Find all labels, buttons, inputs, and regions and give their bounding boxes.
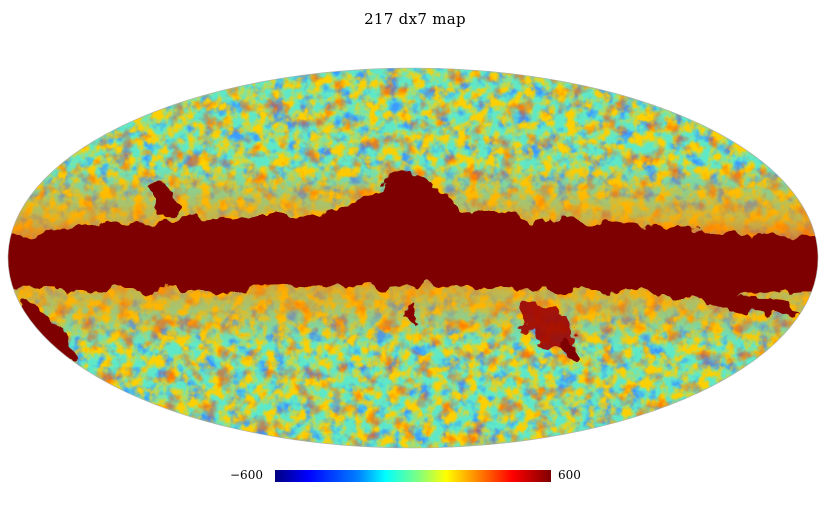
colorbar-min-label: −600 (230, 468, 263, 482)
colorbar (275, 470, 551, 482)
map-title: 217 dx7 map (364, 10, 466, 28)
galactic-plane (8, 171, 818, 361)
colorbar-max-label: 600 (558, 468, 581, 482)
sky-projection (8, 68, 818, 448)
